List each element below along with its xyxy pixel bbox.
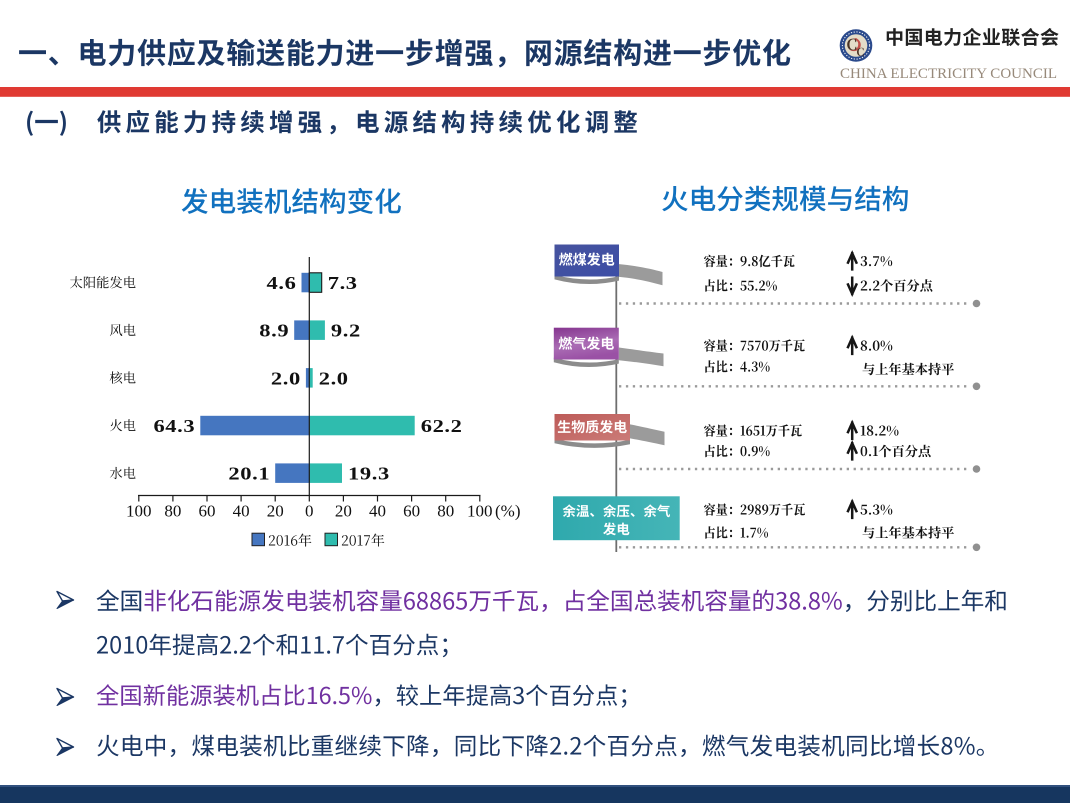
- svg-text:9.2: 9.2: [331, 322, 361, 341]
- svg-text:80: 80: [164, 502, 181, 521]
- svg-text:2.0: 2.0: [271, 369, 301, 388]
- svg-text:20: 20: [267, 502, 284, 521]
- svg-text:100: 100: [126, 502, 152, 521]
- svg-text:20: 20: [335, 502, 352, 521]
- svg-text:20.1: 20.1: [228, 465, 270, 484]
- svg-text:8.9: 8.9: [259, 322, 289, 341]
- svg-text:7.3: 7.3: [328, 274, 358, 293]
- svg-text:64.3: 64.3: [153, 417, 195, 436]
- svg-text:80: 80: [437, 502, 454, 521]
- svg-text:40: 40: [369, 502, 386, 521]
- svg-text:(%): (%): [495, 502, 520, 521]
- svg-text:60: 60: [403, 502, 420, 521]
- svg-text:4.6: 4.6: [267, 274, 297, 293]
- svg-text:CHINA ELECTRICITY COUNCIL: CHINA ELECTRICITY COUNCIL: [840, 66, 1057, 82]
- svg-text:19.3: 19.3: [348, 465, 390, 484]
- svg-text:40: 40: [233, 502, 250, 521]
- svg-text:0: 0: [305, 502, 314, 521]
- svg-text:60: 60: [199, 502, 216, 521]
- svg-text:100: 100: [467, 502, 493, 521]
- svg-text:2.0: 2.0: [319, 369, 349, 388]
- svg-text:62.2: 62.2: [421, 417, 463, 436]
